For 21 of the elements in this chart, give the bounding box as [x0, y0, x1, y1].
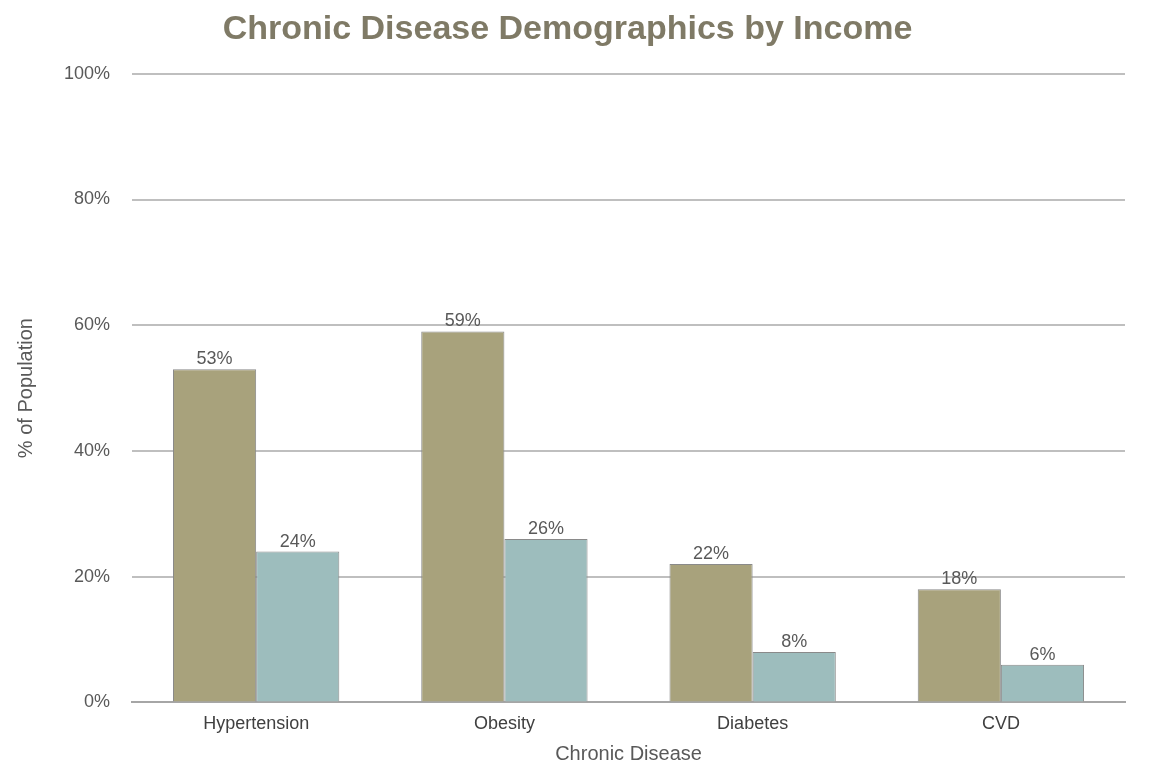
y-tick-label: 20%: [74, 565, 111, 586]
data-label: 24%: [279, 530, 316, 551]
data-label: 53%: [196, 348, 233, 369]
data-label: 18%: [941, 568, 978, 589]
data-label: 26%: [527, 517, 564, 538]
y-tick-label: 60%: [74, 314, 111, 335]
y-tick-label: 40%: [74, 439, 111, 460]
x-tick-label: CVD: [981, 713, 1020, 734]
y-tick-label: 80%: [74, 188, 111, 209]
x-tick-label: Obesity: [473, 713, 535, 734]
data-label: 22%: [693, 543, 730, 564]
x-tick-label: Diabetes: [717, 713, 789, 734]
chart-title: Chronic Disease Demographics by Income: [222, 7, 913, 46]
data-label: 6%: [1029, 643, 1056, 664]
x-tick-label: Hypertension: [203, 713, 310, 734]
x-axis-title: Chronic Disease: [555, 741, 702, 764]
data-label: 8%: [781, 631, 808, 652]
y-tick-label: 100%: [63, 62, 111, 83]
y-axis-title: % of Population: [13, 318, 36, 459]
y-tick-label: 0%: [84, 691, 111, 712]
data-label: 59%: [444, 310, 481, 331]
